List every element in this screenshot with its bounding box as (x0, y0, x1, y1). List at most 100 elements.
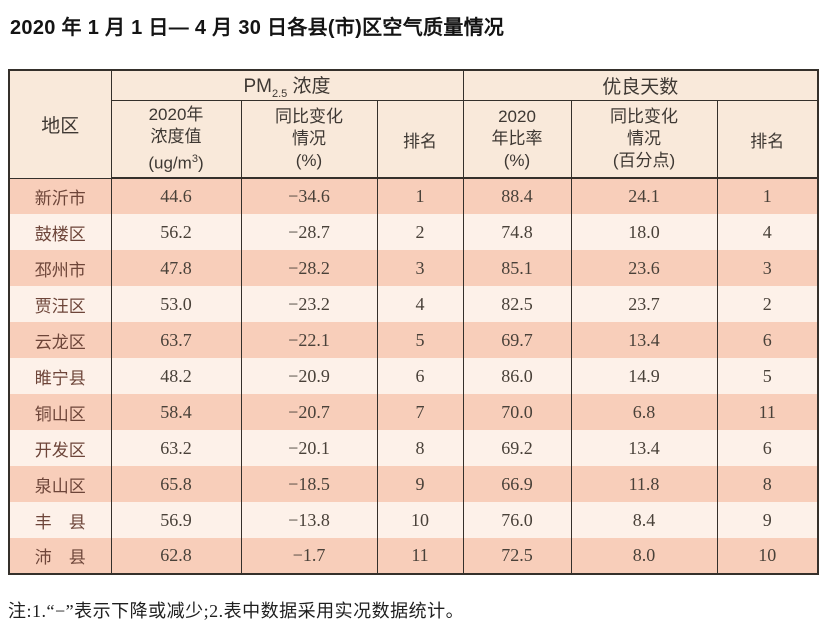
header-ratio-change: 同比变化 情况 (百分点) (570, 99, 718, 180)
ratio-cell: 70.0 (462, 394, 572, 431)
ratio-change-cell: 23.7 (570, 286, 718, 323)
ratio-cell: 88.4 (462, 178, 572, 215)
ratio-rank-cell: 8 (716, 466, 819, 503)
header-sub-row: 2020年 浓度值 (ug/m3) 同比变化 情况 (%) 排名 2020 年比… (9, 99, 819, 180)
ratio-change-cell: 8.0 (570, 538, 718, 575)
ratio-cell: 85.1 (462, 250, 572, 287)
pm-change-cell: −20.9 (240, 358, 378, 395)
ratio-change-cell: 11.8 (570, 466, 718, 503)
ratio-rank-cell: 3 (716, 250, 819, 287)
region-cell: 邳州市 (8, 250, 112, 287)
ratio-cell: 74.8 (462, 214, 572, 251)
table-row: 沛 县 62.8 −1.7 11 72.5 8.0 10 (8, 538, 819, 575)
pm-value-cell: 56.2 (110, 214, 242, 251)
ratio-rank-cell: 10 (716, 538, 819, 575)
cubic-superscript: 3 (191, 152, 198, 165)
pm-change-cell: −28.2 (240, 250, 378, 287)
table-row: 鼓楼区 56.2 −28.7 2 74.8 18.0 4 (8, 214, 819, 251)
table-row: 新沂市 44.6 −34.6 1 88.4 24.1 1 (8, 178, 819, 215)
region-cell: 丰 县 (8, 502, 112, 539)
ratio-cell: 86.0 (462, 358, 572, 395)
ratio-rank-cell: 9 (716, 502, 819, 539)
pm-rank-cell: 5 (376, 322, 464, 359)
table-row: 云龙区 63.7 −22.1 5 69.7 13.4 6 (8, 322, 819, 359)
ratio-change-cell: 18.0 (570, 214, 718, 251)
pm-value-cell: 53.0 (110, 286, 242, 323)
header-pm-rank: 排名 (376, 99, 464, 180)
pm-value-cell: 65.8 (110, 466, 242, 503)
pm-value-cell: 44.6 (110, 178, 242, 215)
pm-rank-cell: 4 (376, 286, 464, 323)
region-cell: 沛 县 (8, 538, 112, 575)
pm-value-cell: 62.8 (110, 538, 242, 575)
ratio-cell: 66.9 (462, 466, 572, 503)
pm-rank-cell: 10 (376, 502, 464, 539)
footnote: 注:1.“−”表示下降或减少;2.表中数据采用实况数据统计。 (8, 601, 465, 620)
table-body: 新沂市 44.6 −34.6 1 88.4 24.1 1 鼓楼区 56.2 −2… (8, 178, 819, 575)
ratio-change-cell: 14.9 (570, 358, 718, 395)
page-title: 2020 年 1 月 1 日— 4 月 30 日各县(市)区空气质量情况 (10, 17, 505, 39)
region-cell: 泉山区 (8, 466, 112, 503)
pm-rank-cell: 7 (376, 394, 464, 431)
pm-rank-cell: 2 (376, 214, 464, 251)
pm-change-cell: −28.7 (240, 214, 378, 251)
pm-change-cell: −23.2 (240, 286, 378, 323)
pm-change-cell: −20.1 (240, 430, 378, 467)
pm-subscript: 2.5 (271, 87, 288, 100)
ratio-cell: 82.5 (462, 286, 572, 323)
pm-rank-cell: 8 (376, 430, 464, 467)
air-quality-table: 地区 PM2.5 浓度 优良天数 2020年 浓度值 (ug/m3) 同比变化 … (8, 69, 820, 576)
header-pm-group: PM2.5 浓度 (110, 69, 464, 101)
header-group-row: 地区 PM2.5 浓度 优良天数 (8, 69, 819, 179)
ratio-cell: 69.7 (462, 322, 572, 359)
region-cell: 鼓楼区 (8, 214, 112, 251)
pm-change-cell: −20.7 (240, 394, 378, 431)
pm-change-cell: −22.1 (240, 322, 378, 359)
table-row: 贾汪区 53.0 −23.2 4 82.5 23.7 2 (8, 286, 819, 323)
pm-value-cell: 58.4 (110, 394, 242, 431)
pm-value-cell: 63.7 (110, 322, 242, 359)
ratio-cell: 76.0 (462, 502, 572, 539)
table-row: 泉山区 65.8 −18.5 9 66.9 11.8 8 (8, 466, 819, 503)
pm-change-cell: −18.5 (240, 466, 378, 503)
pm-change-cell: −13.8 (240, 502, 378, 539)
region-cell: 睢宁县 (8, 358, 112, 395)
table-row: 邳州市 47.8 −28.2 3 85.1 23.6 3 (8, 250, 819, 287)
ratio-rank-cell: 5 (716, 358, 819, 395)
ratio-rank-cell: 2 (716, 286, 819, 323)
header-good-days-group: 优良天数 (462, 69, 819, 101)
pm-rank-cell: 9 (376, 466, 464, 503)
pm-value-cell: 47.8 (110, 250, 242, 287)
ratio-cell: 72.5 (462, 538, 572, 575)
region-cell: 云龙区 (8, 322, 112, 359)
pm-change-cell: −1.7 (240, 538, 378, 575)
region-cell: 贾汪区 (8, 286, 112, 323)
ratio-change-cell: 13.4 (570, 322, 718, 359)
ratio-change-cell: 8.4 (570, 502, 718, 539)
pm-rank-cell: 1 (376, 178, 464, 215)
pm-rank-cell: 6 (376, 358, 464, 395)
ratio-rank-cell: 1 (716, 178, 819, 215)
table-row: 睢宁县 48.2 −20.9 6 86.0 14.9 5 (8, 358, 819, 395)
region-cell: 开发区 (8, 430, 112, 467)
pm-rank-cell: 3 (376, 250, 464, 287)
table-header: 地区 PM2.5 浓度 优良天数 2020年 浓度值 (ug/m3) 同比变化 … (8, 69, 819, 180)
region-cell: 铜山区 (8, 394, 112, 431)
pm-rank-cell: 11 (376, 538, 464, 575)
ratio-change-cell: 13.4 (570, 430, 718, 467)
pm-value-cell: 48.2 (110, 358, 242, 395)
header-ratio-rank: 排名 (716, 99, 819, 180)
pm-label: PM (243, 76, 272, 97)
ratio-rank-cell: 6 (716, 430, 819, 467)
pm-value-cell: 63.2 (110, 430, 242, 467)
header-pm-change: 同比变化 情况 (%) (240, 99, 378, 180)
ratio-rank-cell: 11 (716, 394, 819, 431)
pm-value-cell: 56.9 (110, 502, 242, 539)
ratio-cell: 69.2 (462, 430, 572, 467)
ratio-rank-cell: 6 (716, 322, 819, 359)
pm-change-cell: −34.6 (240, 178, 378, 215)
ratio-rank-cell: 4 (716, 214, 819, 251)
region-cell: 新沂市 (8, 178, 112, 215)
header-region: 地区 (8, 69, 112, 179)
ratio-change-cell: 24.1 (570, 178, 718, 215)
